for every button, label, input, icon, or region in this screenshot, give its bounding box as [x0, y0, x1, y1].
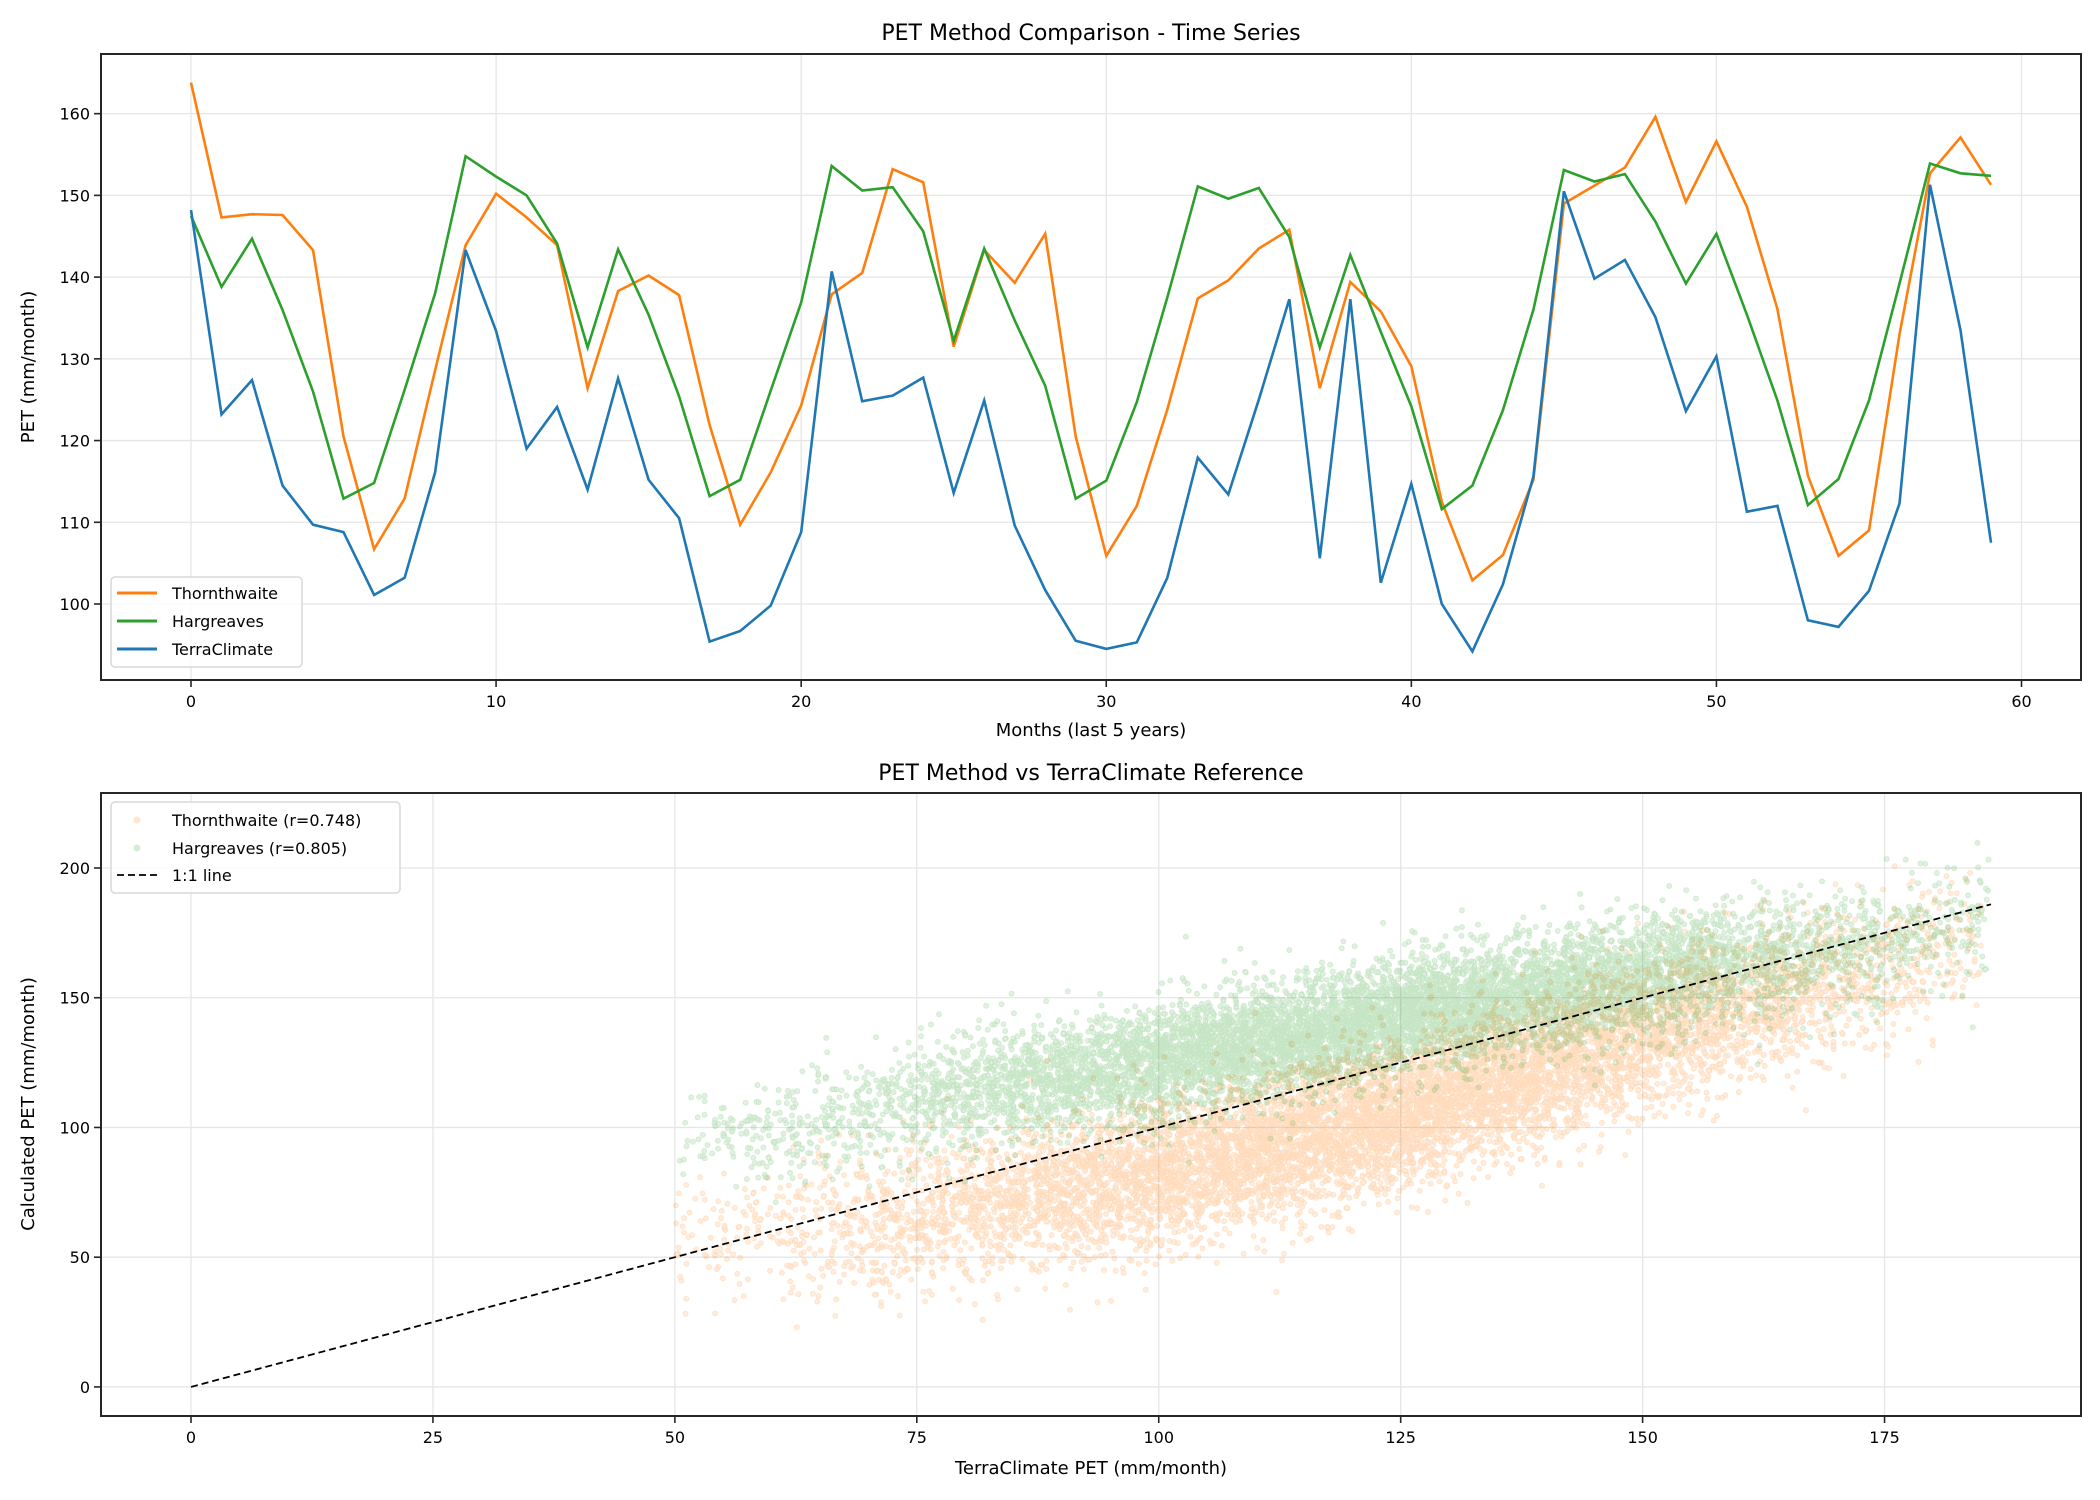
time-series-x-tick-label: 40: [1401, 692, 1421, 711]
scatter-y-tick-label: 200: [59, 859, 90, 878]
scatter-points: [672, 839, 1992, 1331]
time-series-xlabel: Months (last 5 years): [996, 720, 1186, 741]
time-series-legend: Thornthwaite Hargreaves TerraClimate: [110, 576, 303, 668]
legend-box: [110, 576, 303, 668]
scatter-y-tick-label: 150: [59, 989, 90, 1008]
time-series-title: PET Method Comparison - Time Series: [881, 21, 1300, 46]
series-line-thornthwaite: [189, 82, 1993, 583]
legend-box: [110, 801, 401, 894]
legend-marker-hargreaves: [133, 844, 141, 852]
scatter-xlabel: TerraClimate PET (mm/month): [954, 1458, 1227, 1479]
scatter-axes: PET Method vs TerraClimate Reference 0 25…: [18, 761, 2082, 1479]
legend-label-hargreaves: Hargreaves (r=0.805): [172, 839, 347, 858]
scatter-x-tick-label: 175: [1869, 1428, 1900, 1447]
scatter-frame: [100, 792, 2082, 1417]
time-series-y-tick-label: 100: [59, 595, 90, 614]
scatter-x-tick-label: 150: [1627, 1428, 1658, 1447]
scatter-x-tick-label: 100: [1143, 1428, 1174, 1447]
legend-label-thornthwaite: Thornthwaite: [171, 584, 278, 603]
scatter-points-hargreaves: [676, 839, 1992, 1206]
time-series-y-tick-label: 140: [59, 268, 90, 287]
legend-marker-thornthwaite: [133, 816, 141, 824]
scatter-y-tick-label: 100: [59, 1118, 90, 1137]
scatter-y-tick-label: 50: [70, 1248, 90, 1267]
scatter-ylabel: Calculated PET (mm/month): [18, 977, 39, 1231]
legend-label-one-to-one: 1:1 line: [172, 866, 232, 885]
time-series-y-tick-label: 110: [59, 513, 90, 532]
time-series-y-tick-label: 150: [59, 186, 90, 205]
legend-label-terraclimate: TerraClimate: [171, 640, 273, 659]
time-series-y-tick-label: 130: [59, 350, 90, 369]
scatter-x-tick-label: 0: [186, 1428, 196, 1447]
time-series-ylabel: PET (mm/month): [18, 291, 39, 444]
scatter-title: PET Method vs TerraClimate Reference: [878, 761, 1303, 786]
scatter-x-tick-label: 50: [665, 1428, 685, 1447]
scatter-series-hargreaves: [676, 839, 1992, 1206]
scatter-points-thornthwaite: [672, 863, 1985, 1331]
time-series-x-tick-label: 0: [186, 692, 196, 711]
one-to-one-line: [190, 903, 1992, 1388]
time-series-ticks: 0 10 20 30 40 50 60 100 110 120 130 140 150 160: [59, 105, 2031, 711]
series-line-hargreaves: [189, 154, 1992, 512]
scatter-series-thornthwaite: [672, 863, 1985, 1331]
scatter-x-tick-label: 75: [907, 1428, 927, 1447]
time-series-grid: [101, 54, 2081, 680]
time-series-x-tick-label: 50: [1706, 692, 1726, 711]
time-series-x-tick-label: 20: [791, 692, 811, 711]
time-series-lines: [189, 82, 1993, 655]
legend-label-thornthwaite: Thornthwaite (r=0.748): [171, 811, 361, 830]
time-series-x-tick-label: 30: [1096, 692, 1116, 711]
scatter-ticks: 0 25 50 75 100 125 150 175 0 50 100 150 200: [59, 859, 1899, 1447]
time-series-x-tick-label: 60: [2011, 692, 2031, 711]
scatter-x-tick-label: 25: [423, 1428, 443, 1447]
time-series-axes: PET Method Comparison - Time Series 0 10 2…: [18, 21, 2082, 741]
scatter-grid: [101, 793, 2081, 1416]
time-series-x-tick-label: 10: [486, 692, 506, 711]
legend-label-hargreaves: Hargreaves: [172, 612, 264, 631]
scatter-x-tick-label: 125: [1385, 1428, 1416, 1447]
scatter-legend: Thornthwaite (r=0.748) Hargreaves (r=0.8…: [110, 801, 401, 894]
time-series-y-tick-label: 160: [59, 105, 90, 124]
time-series-frame: [100, 53, 2082, 681]
time-series-y-tick-label: 120: [59, 432, 90, 451]
scatter-y-tick-label: 0: [80, 1378, 90, 1397]
series-line-terraclimate: [189, 184, 1993, 655]
